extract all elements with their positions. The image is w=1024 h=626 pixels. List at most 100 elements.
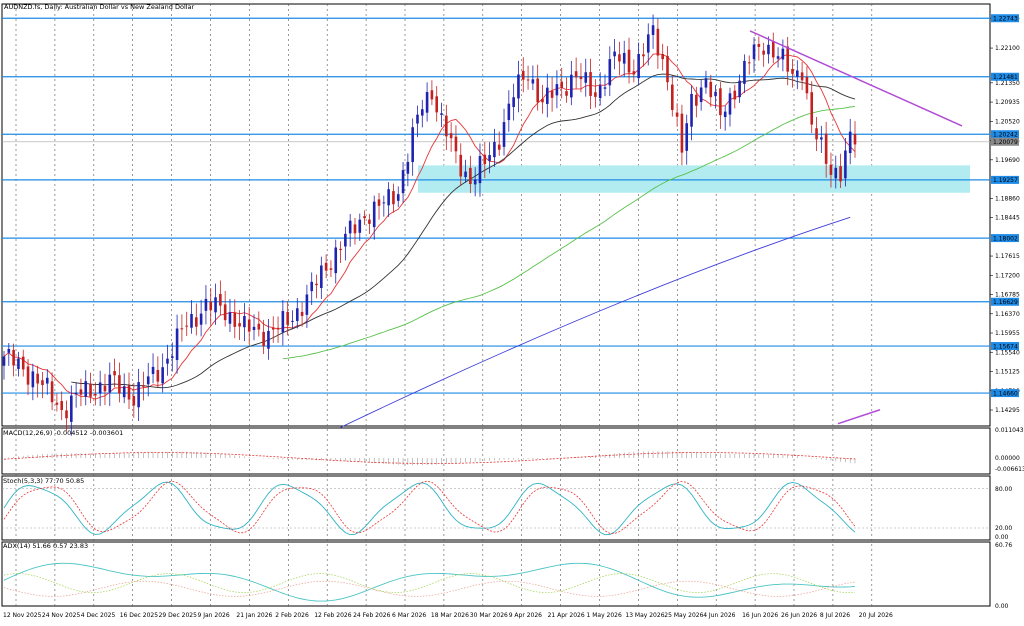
level-price-tag: [991, 234, 1019, 243]
candle-body: [632, 71, 636, 75]
candle-body: [829, 164, 833, 175]
date-tick-label: 8 Jul 2026: [820, 612, 850, 619]
candle-body: [146, 376, 150, 385]
candle-body: [545, 87, 549, 104]
candles: [2, 14, 857, 436]
price-tick-label: 1.17200: [995, 272, 1020, 279]
candle-body: [709, 81, 713, 98]
candle-body: [834, 167, 838, 179]
price-tick-label: 1.20520: [995, 118, 1020, 125]
date-tick-label: 24 Nov 2025: [42, 612, 81, 619]
adx-plus-di-line: [3, 573, 856, 593]
candle-body: [776, 56, 780, 59]
grid: [15, 4, 873, 606]
candle-body: [618, 54, 621, 62]
indicator-panels: [2, 451, 990, 602]
candle-body: [579, 76, 583, 80]
candle-body: [329, 268, 333, 270]
candle-body: [190, 313, 193, 328]
price-axis: 1.227451.221001.213501.209351.205201.201…: [990, 14, 1024, 610]
candle-body: [824, 133, 828, 164]
level-price-tag: [991, 175, 1019, 184]
candle-body: [656, 28, 660, 56]
candle-body: [185, 325, 189, 327]
macd-label: MACD(12,26,9) -0.004512 -0.003601: [3, 429, 123, 437]
level-price-label: 1.19257: [993, 177, 1018, 184]
date-tick-label: 25 May 2026: [664, 612, 703, 619]
candle-body: [257, 323, 261, 330]
candle-body: [84, 381, 88, 397]
candle-body: [233, 312, 237, 327]
candle-body: [406, 161, 410, 174]
candle-body: [118, 375, 121, 394]
candle-body: [295, 308, 299, 321]
candle-body: [598, 85, 602, 99]
moving-average-line: [71, 73, 856, 389]
candle-body: [276, 327, 280, 329]
price-tick-label: 1.15955: [995, 330, 1020, 337]
candle-body: [762, 50, 765, 55]
candle-body: [666, 55, 669, 83]
candle-body: [344, 233, 347, 247]
candle-body: [41, 380, 44, 386]
candle-body: [435, 96, 439, 113]
level-price-label: 1.16629: [993, 299, 1018, 306]
candle-body: [454, 136, 458, 152]
candle-body: [310, 281, 314, 292]
level-price-tag: [991, 14, 1019, 23]
candle-body: [565, 91, 568, 96]
candle-body: [166, 358, 169, 364]
macd-tick-label: -0.006613: [995, 466, 1024, 473]
candle-body: [771, 41, 775, 58]
candle-body: [488, 155, 491, 161]
moving-averages: [3, 53, 856, 428]
candle-body: [531, 79, 535, 84]
candle-body: [738, 80, 741, 98]
candle-body: [2, 356, 6, 366]
candle-body: [416, 114, 419, 124]
candle-body: [478, 156, 482, 184]
candle-body: [368, 219, 371, 224]
adx-minus-di-line: [3, 580, 856, 597]
candle-body: [103, 385, 107, 392]
candle-body: [695, 94, 698, 106]
adx-label: ADX(14) 51.66 0.57 23.83: [3, 542, 88, 550]
candle-body: [642, 54, 645, 57]
candle-body: [411, 127, 414, 162]
level-price-label: 1.15674: [993, 343, 1018, 350]
candle-body: [723, 111, 727, 118]
candle-body: [675, 112, 679, 117]
price-tick-label: 1.18445: [995, 215, 1020, 222]
macd-signal-line: [3, 452, 856, 464]
candle-body: [425, 92, 429, 113]
trendlines[interactable]: [749, 30, 963, 425]
candle-body: [512, 97, 515, 108]
candle-body: [247, 319, 251, 332]
candle-body: [377, 199, 381, 206]
date-tick-label: 20 Jul 2026: [859, 612, 893, 619]
price-tick-label: 1.16785: [995, 292, 1020, 299]
candle-body: [372, 201, 376, 228]
candle-body: [401, 170, 405, 194]
stoch-tick-label: 20.00: [995, 525, 1012, 532]
date-tick-label: 29 Dec 2025: [159, 612, 198, 619]
candle-body: [469, 167, 472, 185]
price-tick-label: 1.19690: [995, 157, 1020, 164]
adx-tick-label: 0.00: [995, 603, 1009, 610]
candle-body: [791, 68, 794, 74]
candle-body: [594, 92, 597, 97]
candle-body: [459, 154, 463, 177]
candle-body: [60, 401, 63, 411]
candle-body: [199, 313, 203, 325]
candle-body: [348, 220, 352, 234]
candle-body: [493, 141, 496, 158]
support-trendline: [837, 409, 881, 425]
candle-body: [89, 383, 92, 397]
adx-main-line: [3, 562, 856, 602]
level-price-label: 1.22743: [993, 15, 1018, 22]
candle-body: [142, 385, 145, 387]
price-tick-label: 1.22100: [995, 45, 1020, 52]
date-tick-label: 9 Apr 2026: [509, 612, 542, 619]
candle-body: [204, 298, 208, 311]
